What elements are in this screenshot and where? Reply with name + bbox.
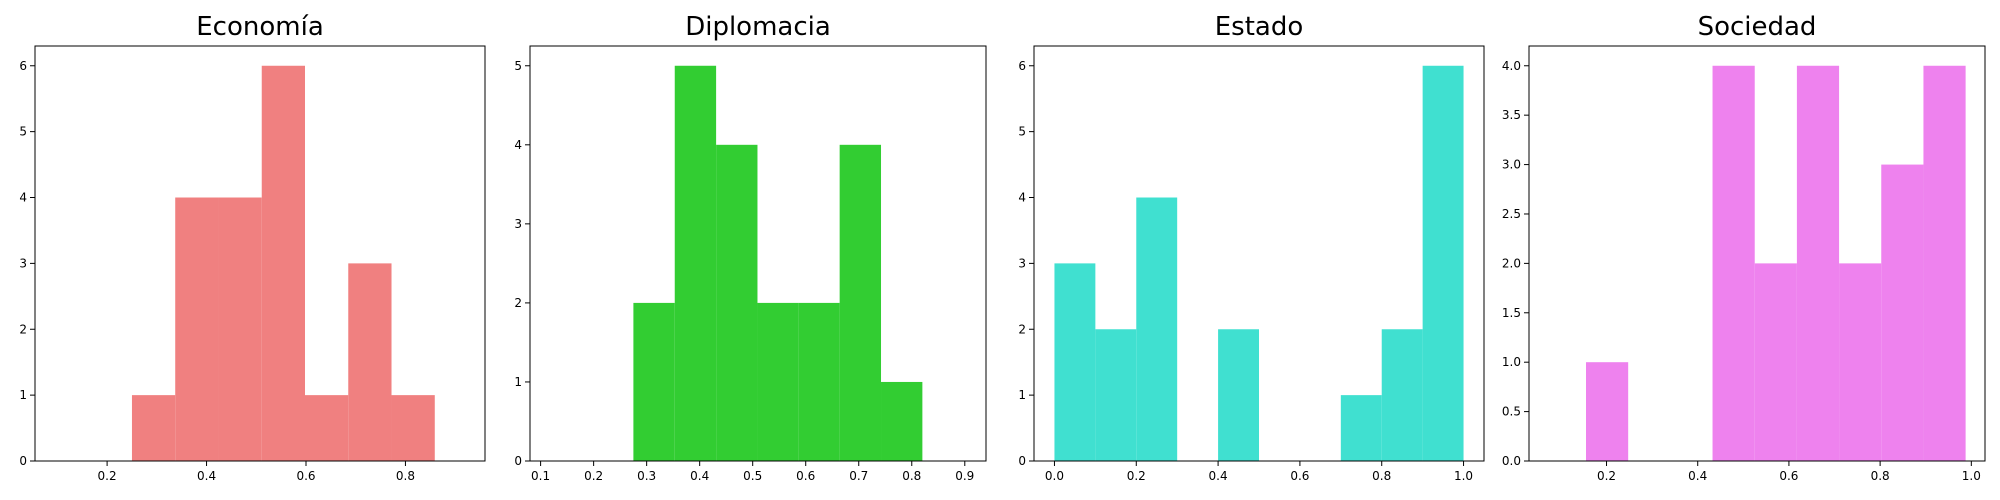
panel-title: Diplomacia: [685, 12, 831, 42]
histogram-bar: [1054, 263, 1096, 461]
histogram-bar: [305, 395, 349, 461]
histogram-bar: [757, 302, 799, 461]
x-tick-label: 0.2: [1597, 469, 1616, 483]
y-tick-label: 3.5: [1502, 108, 1521, 122]
x-tick-label: 0.1: [531, 469, 550, 483]
x-tick-label: 0.5: [743, 469, 762, 483]
histogram-bar: [1586, 362, 1629, 461]
y-tick-label: 4: [1018, 191, 1026, 205]
axes-frame: [1033, 45, 1485, 462]
panel-title: Sociedad: [1698, 12, 1817, 42]
histogram-panel-2: 0.1 0.2 0.3 0.4 0.5 0.6 0.7 0.8 0.9 0 1 2 3 4 5 Diploma…: [514, 12, 987, 483]
y-tick-label: 4: [514, 138, 522, 152]
histogram-bar: [881, 381, 923, 461]
x-tick-label: 0.2: [98, 469, 117, 483]
x-tick-label: 0.0: [1045, 469, 1064, 483]
x-tick-label: 0.2: [1127, 469, 1146, 483]
axes-frame: [529, 45, 987, 462]
y-tick-label: 6: [19, 59, 27, 73]
panel-title: Estado: [1215, 12, 1304, 42]
y-tick-label: 0.5: [1502, 405, 1521, 419]
axes-frame: [34, 45, 486, 462]
x-tick-label: 0.6: [1779, 469, 1798, 483]
histogram-bar: [175, 197, 219, 461]
axes-frame: [1528, 45, 1986, 462]
y-tick-label: 1: [514, 375, 522, 389]
y-tick-label: 2: [1018, 322, 1026, 336]
histogram-panel-1: 0.2 0.4 0.6 0.8 0 1 2 3 4 5 6 Economía: [19, 12, 486, 483]
y-tick-label: 3: [19, 256, 27, 270]
histogram-bar: [1881, 164, 1924, 462]
y-tick-label: 3.0: [1502, 158, 1521, 172]
y-tick-label: 0: [1018, 454, 1026, 468]
histogram-bar: [1712, 65, 1755, 461]
histogram-bar: [674, 65, 717, 461]
x-tick-label: 0.9: [955, 469, 974, 483]
histogram-panel-3: 0.0 0.2 0.4 0.6 0.8 1.0 0 1 2 3 4 5 6 Estado: [1018, 12, 1485, 483]
y-tick-label: 5: [1018, 125, 1026, 139]
x-tick-label: 0.8: [902, 469, 921, 483]
y-tick-label: 3: [514, 217, 522, 231]
x-tick-label: 0.7: [849, 469, 868, 483]
y-tick-label: 0.0: [1502, 454, 1521, 468]
y-tick-label: 6: [1018, 59, 1026, 73]
y-tick-label: 5: [514, 59, 522, 73]
x-tick-label: 0.2: [584, 469, 603, 483]
histogram-bar: [218, 197, 262, 461]
x-tick-label: 0.3: [637, 469, 656, 483]
histogram-bar: [1340, 395, 1382, 461]
x-tick-label: 0.4: [197, 469, 216, 483]
y-tick-label: 4: [19, 191, 27, 205]
y-tick-label: 0: [514, 454, 522, 468]
histogram-bar: [348, 263, 392, 461]
histogram-bar: [798, 302, 840, 461]
histogram-bar: [261, 65, 305, 461]
histogram-bar: [1095, 329, 1137, 461]
histogram-bar: [131, 395, 176, 461]
y-tick-label: 2.5: [1502, 207, 1521, 221]
histogram-bar: [1796, 65, 1840, 461]
x-tick-label: 0.6: [1290, 469, 1309, 483]
x-tick-label: 0.4: [1688, 469, 1707, 483]
histogram-bar: [1381, 329, 1423, 461]
y-tick-label: 1.0: [1502, 355, 1521, 369]
histogram-panel-4: 0.2 0.4 0.6 0.8 1.0 0.0 0.5 1.0 1.5 2.0 2.5 3.0 3.5 4…: [1502, 12, 1986, 483]
x-tick-label: 0.8: [1372, 469, 1391, 483]
histogram-bar: [391, 395, 435, 461]
histogram-bar: [1136, 197, 1178, 461]
y-tick-label: 2: [19, 322, 27, 336]
y-tick-label: 1.5: [1502, 306, 1521, 320]
x-tick-label: 0.4: [690, 469, 709, 483]
x-tick-label: 0.4: [1209, 469, 1228, 483]
y-tick-label: 2: [514, 296, 522, 310]
histogram-bar: [1754, 263, 1797, 461]
x-tick-label: 0.8: [1871, 469, 1890, 483]
histogram-bar: [1923, 65, 1966, 461]
y-tick-label: 0: [19, 454, 27, 468]
x-tick-label: 1.0: [1454, 469, 1473, 483]
histogram-bar: [1839, 263, 1882, 461]
y-tick-label: 4.0: [1502, 59, 1521, 73]
y-tick-label: 1: [19, 388, 27, 402]
histogram-bar: [633, 302, 675, 461]
y-tick-label: 3: [1018, 256, 1026, 270]
histogram-bar: [716, 144, 758, 462]
histogram-bar: [1422, 65, 1464, 461]
x-tick-label: 1.0: [1962, 469, 1981, 483]
x-tick-label: 0.6: [796, 469, 815, 483]
histogram-bar: [839, 144, 882, 462]
y-tick-label: 2.0: [1502, 256, 1521, 270]
y-tick-label: 1: [1018, 388, 1026, 402]
y-tick-label: 5: [19, 125, 27, 139]
x-tick-label: 0.8: [396, 469, 415, 483]
histogram-bar: [1218, 329, 1259, 461]
x-tick-label: 0.6: [296, 469, 315, 483]
panel-title: Economía: [196, 12, 324, 42]
